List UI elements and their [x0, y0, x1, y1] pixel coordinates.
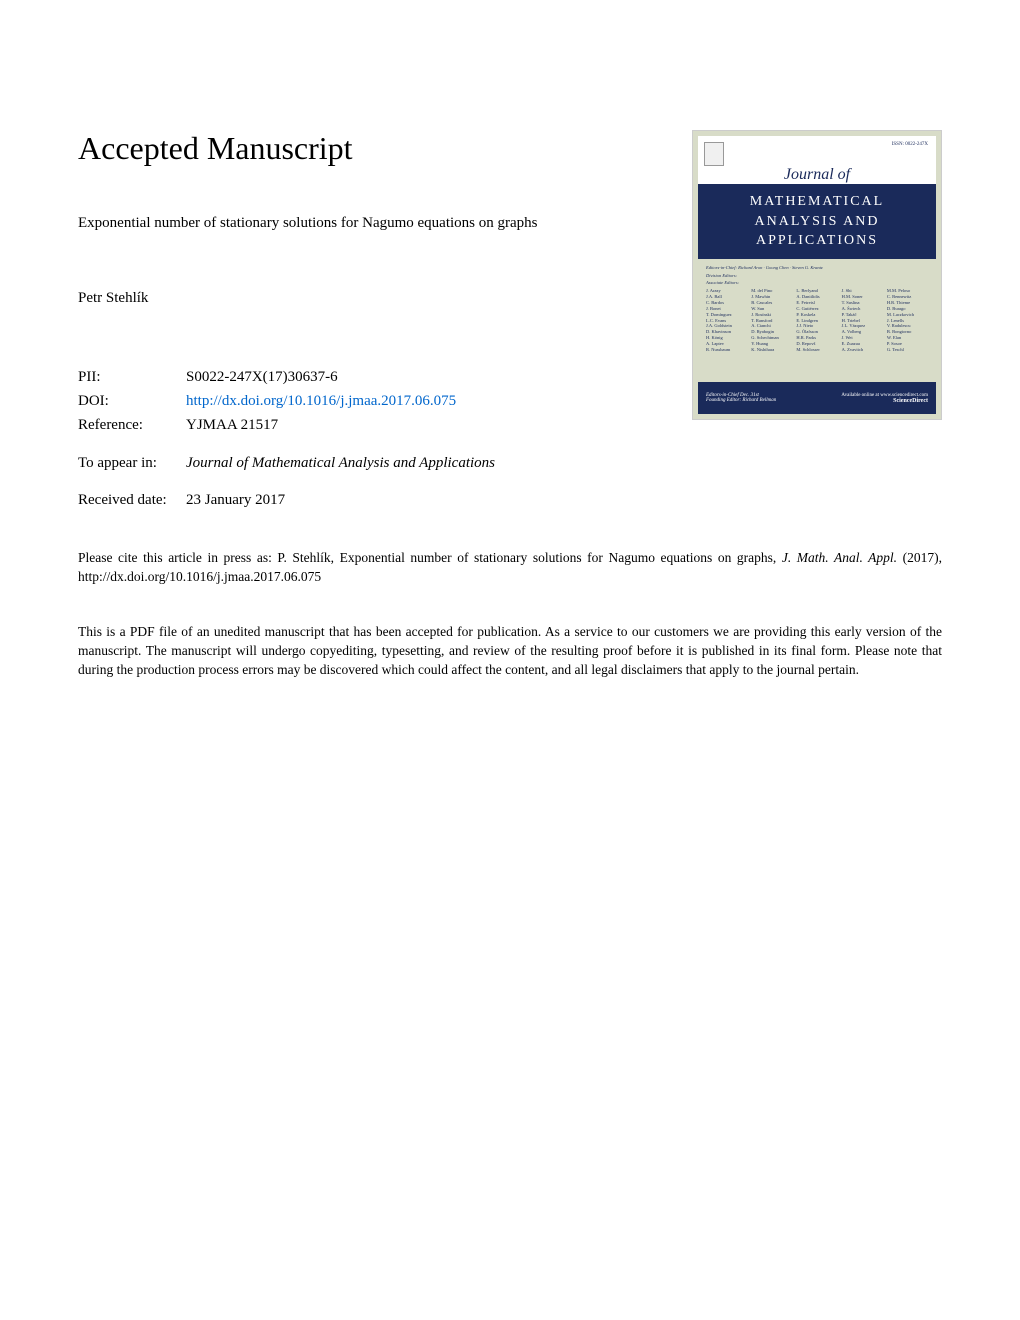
accepted-manuscript-title: Accepted Manuscript	[78, 130, 672, 167]
appear-label: To appear in:	[78, 455, 186, 472]
editors-col-5: M.M. PelosoC. BennewitzH.R. ThiemeD. Bur…	[887, 288, 928, 352]
received-row: Received date: 23 January 2017	[78, 492, 672, 509]
main-content: Accepted Manuscript Exponential number o…	[78, 130, 942, 549]
footer-right: Available online at www.sciencedirect.co…	[841, 393, 928, 404]
received-label: Received date:	[78, 492, 186, 509]
received-value: 23 January 2017	[186, 492, 285, 509]
doi-label: DOI:	[78, 389, 186, 413]
editors-col-3: L. BerlyandA. DaniilidisE. FeireislC. Gu…	[796, 288, 837, 352]
journal-of-text: Journal of	[708, 144, 926, 184]
footer-right1: Available online at www.sciencedirect.co…	[841, 393, 928, 398]
journal-title-line1: MATHEMATICAL	[698, 192, 936, 212]
editors-in-chief: Editors-in-Chief: Richard Aron · Goong C…	[706, 265, 928, 271]
journal-title-line2: ANALYSIS AND	[698, 212, 936, 232]
appear-row: To appear in: Journal of Mathematical An…	[78, 455, 672, 472]
cover-footer: Editors-in-Chief Dec. 31st Founding Edit…	[698, 382, 936, 414]
reference-label: Reference:	[78, 413, 186, 437]
division-editors: Division Editors:	[706, 273, 928, 279]
appear-value: Journal of Mathematical Analysis and App…	[186, 455, 495, 472]
author-name: Petr Stehlík	[78, 290, 672, 307]
article-title: Exponential number of stationary solutio…	[78, 215, 672, 232]
doi-row: DOI: http://dx.doi.org/10.1016/j.jmaa.20…	[78, 389, 672, 413]
reference-value: YJMAA 21517	[186, 413, 672, 437]
pii-label: PII:	[78, 365, 186, 389]
doi-link[interactable]: http://dx.doi.org/10.1016/j.jmaa.2017.06…	[186, 389, 672, 413]
sciencedirect-label: ScienceDirect	[841, 398, 928, 404]
citation-text: Please cite this article in press as: P.…	[78, 549, 942, 587]
editors-col-4: J. ShiH.M. SonerT. SuslinaA. ŚwiechP. Ta…	[842, 288, 883, 352]
associate-editors: Associate Editors:	[706, 280, 928, 286]
footer-left: Editors-in-Chief Dec. 31st Founding Edit…	[706, 393, 776, 403]
editors-col-2: M. del PinoJ. MawhinB. CascalesW. SunJ. …	[751, 288, 792, 352]
pii-value: S0022-247X(17)30637-6	[186, 365, 672, 389]
issn-text: ISSN: 0022-247X	[892, 142, 928, 147]
journal-title-line3: APPLICATIONS	[698, 231, 936, 251]
citation-journal: J. Math. Anal. Appl.	[782, 550, 897, 565]
citation-prefix: Please cite this article in press as: P.…	[78, 550, 782, 565]
footer-left2: Founding Editor: Richard Bellman	[706, 398, 776, 403]
cover-header: ISSN: 0022-247X Journal of	[698, 136, 936, 184]
editors-columns: J. ArazyJ.A. BallC. BardosJ. BonetT. Dom…	[706, 288, 928, 352]
journal-title-block: MATHEMATICAL ANALYSIS AND APPLICATIONS	[698, 184, 936, 259]
metadata-table: PII: S0022-247X(17)30637-6 DOI: http://d…	[78, 365, 672, 437]
disclaimer-text: This is a PDF file of an unedited manusc…	[78, 623, 942, 680]
reference-row: Reference: YJMAA 21517	[78, 413, 672, 437]
editors-section: Editors-in-Chief: Richard Aron · Goong C…	[698, 259, 936, 359]
pii-row: PII: S0022-247X(17)30637-6	[78, 365, 672, 389]
elsevier-logo-icon	[704, 142, 724, 166]
editors-col-1: J. ArazyJ.A. BallC. BardosJ. BonetT. Dom…	[706, 288, 747, 352]
journal-cover: ISSN: 0022-247X Journal of MATHEMATICAL …	[692, 130, 942, 420]
left-column: Accepted Manuscript Exponential number o…	[78, 130, 672, 549]
